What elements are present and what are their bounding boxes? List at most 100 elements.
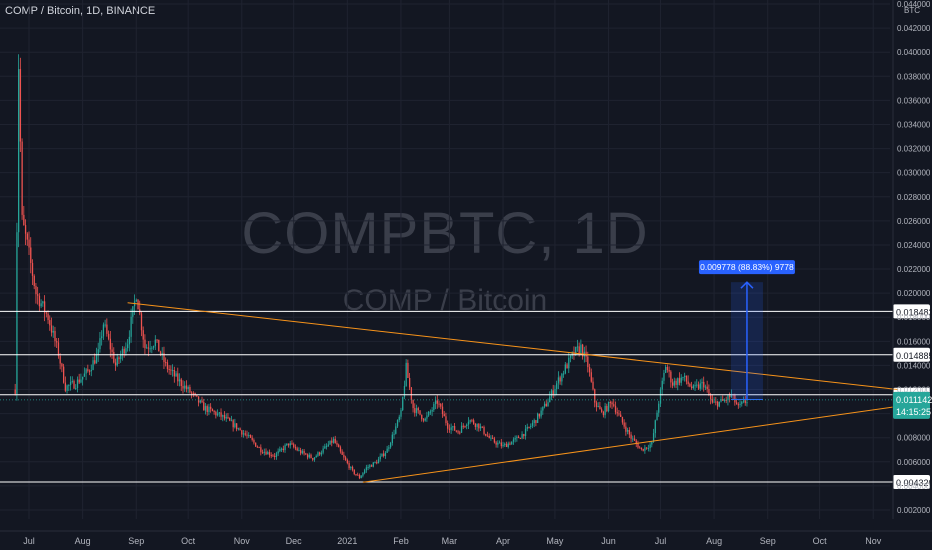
candle-body xyxy=(630,434,632,439)
candle-body xyxy=(348,463,350,469)
candle-body xyxy=(35,286,37,295)
candle-body xyxy=(66,385,68,391)
candle-body xyxy=(258,447,260,449)
candle-body xyxy=(485,433,487,436)
candle-body xyxy=(561,373,563,382)
candle-body xyxy=(528,426,530,428)
time-tick-label: Sep xyxy=(128,536,144,546)
candle-body xyxy=(244,433,246,435)
price-tick-label: 0.004000 xyxy=(897,482,931,491)
candle-body xyxy=(147,347,150,349)
candle-body xyxy=(381,453,383,457)
ascending-trendline xyxy=(362,405,898,483)
candle-body xyxy=(428,411,430,416)
candle-body xyxy=(54,330,56,342)
price-tick-label: 0.020000 xyxy=(897,289,931,298)
price-tick-label: 0.030000 xyxy=(897,169,931,178)
candle-body xyxy=(488,435,490,438)
level-label: 0.014885 xyxy=(896,351,932,361)
candle-body xyxy=(249,435,252,438)
candle-body xyxy=(343,454,345,458)
price-axis[interactable]: 0.0020000.0040000.0060000.0080000.010000… xyxy=(0,0,932,519)
candle-body xyxy=(327,444,329,446)
candle-body xyxy=(329,440,331,445)
candle-body xyxy=(505,443,508,448)
candle-body xyxy=(549,396,551,403)
candle-body xyxy=(746,402,748,404)
candle-body xyxy=(313,457,316,460)
candle-body xyxy=(531,423,534,426)
time-tick-label: Aug xyxy=(706,536,722,546)
price-tick-label: 0.036000 xyxy=(897,96,931,105)
candle-body xyxy=(146,347,148,349)
candle-body xyxy=(140,313,143,331)
candle-body xyxy=(312,458,314,460)
candle-body xyxy=(611,402,613,405)
candle-body xyxy=(360,475,362,479)
candle-body xyxy=(296,448,298,451)
current-price-countdown: 14:15:25 xyxy=(896,407,931,417)
candle-body xyxy=(185,385,188,389)
measure-arrow-head xyxy=(740,281,754,289)
candle-body xyxy=(559,377,561,382)
measure-tool[interactable]: 0.009778 (88.83%) 9778 xyxy=(698,260,795,401)
candle-body xyxy=(588,367,591,373)
candle-body xyxy=(632,438,634,440)
candle-body xyxy=(486,435,489,437)
candle-body xyxy=(537,413,539,423)
candle-body xyxy=(78,379,80,383)
candle-body xyxy=(163,352,165,363)
candle-body xyxy=(265,451,267,455)
candle-body xyxy=(47,313,49,321)
candle-body xyxy=(87,369,89,371)
price-tick-label: 0.016000 xyxy=(897,337,931,346)
candle-body xyxy=(199,400,201,403)
candle-body xyxy=(88,370,91,372)
candle-body xyxy=(223,415,226,419)
candle-body xyxy=(109,338,112,350)
price-tick-label: 0.008000 xyxy=(897,434,931,443)
candle-body xyxy=(158,339,160,352)
candle-body xyxy=(215,411,217,416)
candle-body xyxy=(621,416,624,423)
candle-body xyxy=(270,455,272,457)
candle-body xyxy=(263,451,265,453)
candle-body xyxy=(514,438,516,440)
candle-body xyxy=(452,426,454,428)
price-tick-label: 0.034000 xyxy=(897,120,931,129)
candle-body xyxy=(471,420,473,422)
candle-body xyxy=(56,341,58,343)
candle-body xyxy=(639,447,641,449)
candle-body xyxy=(599,406,601,410)
candle-body xyxy=(165,362,167,364)
candle-body xyxy=(429,411,432,413)
measure-label: 0.009778 (88.83%) 9778 xyxy=(700,262,794,272)
candle-body xyxy=(556,383,558,390)
candle-body xyxy=(275,453,278,457)
candle-body xyxy=(535,420,537,423)
time-tick-label: Oct xyxy=(813,536,828,546)
time-axis[interactable]: Jul Aug Sep Oct Nov Dec 2021 Feb Mar Apr May Jun Jul… xyxy=(0,530,932,546)
candle-body xyxy=(339,447,342,452)
candle-body xyxy=(597,406,599,408)
candle-body xyxy=(225,417,227,419)
candle-body xyxy=(351,466,354,470)
candle-body xyxy=(481,426,483,428)
candle-body xyxy=(237,428,240,430)
candle-body xyxy=(571,352,573,356)
candle-body xyxy=(341,451,343,455)
candle-body xyxy=(255,442,257,447)
candle-body xyxy=(576,346,579,348)
candle-body xyxy=(391,434,393,444)
candle-body xyxy=(699,383,701,389)
candle-body xyxy=(569,355,572,358)
candle-body xyxy=(16,232,18,394)
candle-body xyxy=(635,440,637,444)
candle-body xyxy=(640,447,643,449)
candle-body xyxy=(184,385,186,389)
candle-body xyxy=(727,395,729,401)
candle-body xyxy=(37,294,39,296)
candle-body xyxy=(502,444,504,447)
candle-body xyxy=(697,384,700,389)
